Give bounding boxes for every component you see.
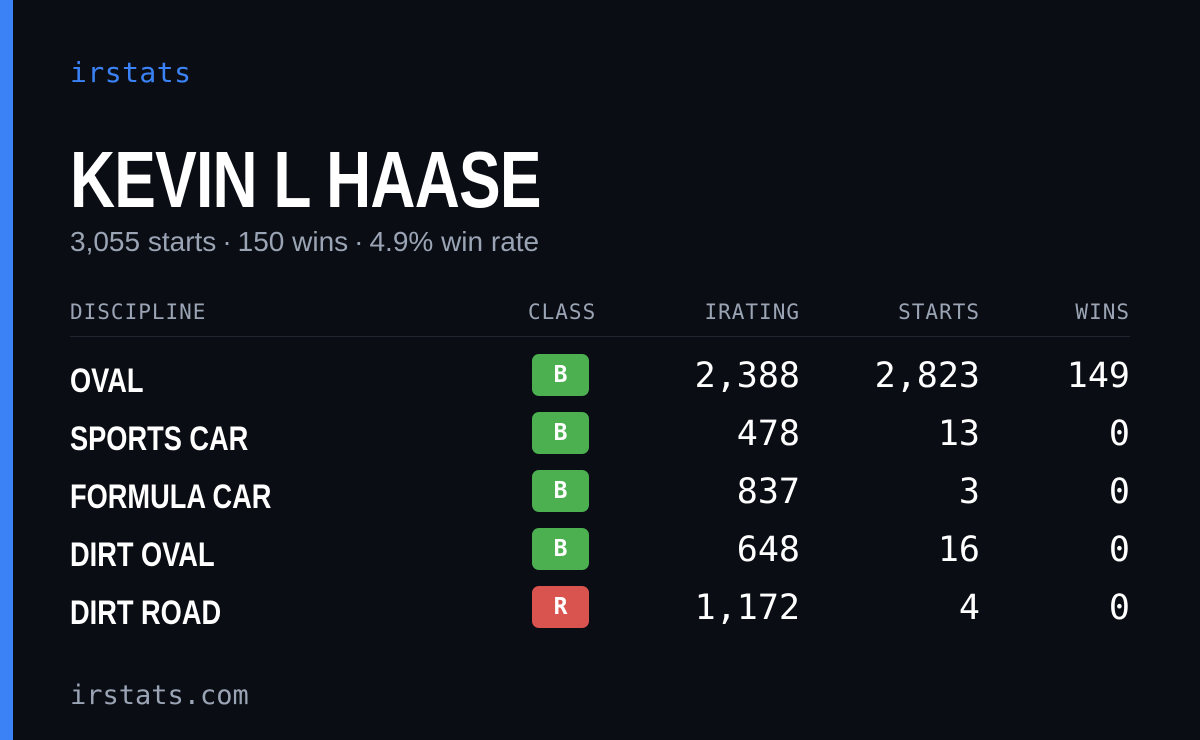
- table-row: DIRT ROAD R 1,172 4 0: [70, 586, 1130, 644]
- row-irating: 837: [736, 472, 800, 512]
- summary-win-rate: 4.9% win rate: [369, 226, 540, 257]
- class-badge: B: [532, 528, 589, 570]
- header-starts: STARTS: [898, 300, 980, 324]
- driver-name: KEVIN L HAASE: [70, 135, 541, 224]
- row-starts: 2,823: [874, 356, 980, 396]
- summary-separator: ·: [354, 226, 364, 257]
- row-discipline: FORMULA CAR: [70, 478, 272, 516]
- row-discipline: OVAL: [70, 362, 144, 400]
- driver-summary: 3,055 starts · 150 wins · 4.9% win rate: [70, 226, 539, 258]
- table-row: FORMULA CAR B 837 3 0: [70, 470, 1130, 528]
- summary-starts: 3,055 starts: [70, 226, 217, 257]
- class-badge: R: [532, 586, 589, 628]
- row-starts: 4: [958, 588, 980, 628]
- row-wins: 0: [1108, 414, 1130, 454]
- table-row: OVAL B 2,388 2,823 149: [70, 354, 1130, 412]
- class-badge: B: [532, 470, 589, 512]
- row-discipline: DIRT OVAL: [70, 536, 215, 574]
- table-header: DISCIPLINE CLASS IRATING STARTS WINS: [70, 300, 1130, 337]
- class-badge: B: [532, 354, 589, 396]
- table-row: DIRT OVAL B 648 16 0: [70, 528, 1130, 586]
- row-irating: 648: [736, 530, 800, 570]
- header-irating: IRATING: [704, 300, 800, 324]
- row-irating: 1,172: [694, 588, 800, 628]
- summary-wins: 150 wins: [237, 226, 349, 257]
- header-discipline: DISCIPLINE: [70, 300, 207, 324]
- row-starts: 3: [958, 472, 980, 512]
- brand-logo-text: irstats: [70, 56, 192, 89]
- row-wins: 149: [1066, 356, 1130, 396]
- summary-separator: ·: [222, 226, 232, 257]
- header-class: CLASS: [528, 300, 597, 324]
- row-irating: 2,388: [694, 356, 800, 396]
- class-badge: B: [532, 412, 589, 454]
- row-starts: 13: [937, 414, 980, 454]
- row-starts: 16: [937, 530, 980, 570]
- footer-url: irstats.com: [70, 680, 249, 711]
- row-wins: 0: [1108, 588, 1130, 628]
- accent-bar: [0, 0, 13, 740]
- table-row: SPORTS CAR B 478 13 0: [70, 412, 1130, 470]
- row-wins: 0: [1108, 472, 1130, 512]
- row-discipline: DIRT ROAD: [70, 594, 222, 632]
- row-irating: 478: [736, 414, 800, 454]
- row-discipline: SPORTS CAR: [70, 420, 249, 458]
- row-wins: 0: [1108, 530, 1130, 570]
- header-wins: WINS: [1075, 300, 1130, 324]
